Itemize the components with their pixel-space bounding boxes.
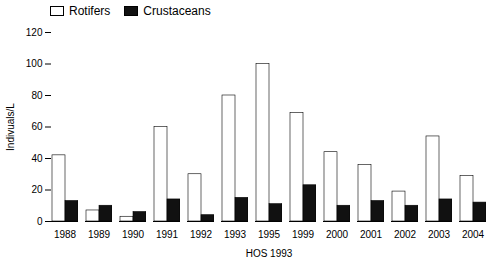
svg-text:2000: 2000 — [326, 229, 349, 240]
svg-text:2003: 2003 — [428, 229, 451, 240]
svg-text:1992: 1992 — [190, 229, 213, 240]
svg-text:1990: 1990 — [122, 229, 145, 240]
svg-text:20: 20 — [31, 184, 43, 195]
svg-text:120: 120 — [26, 27, 43, 38]
svg-text:40: 40 — [31, 153, 43, 164]
svg-text:100: 100 — [26, 58, 43, 69]
svg-text:80: 80 — [31, 90, 43, 101]
html-text:Rotifers: Rotifers — [69, 4, 111, 18]
svg-text:1989: 1989 — [88, 229, 111, 240]
svg-text:1993: 1993 — [224, 229, 247, 240]
svg-text:2001: 2001 — [360, 229, 383, 240]
svg-text:1999: 1999 — [292, 229, 315, 240]
html-text:Crustaceans: Crustaceans — [143, 4, 211, 18]
svg-text:1991: 1991 — [156, 229, 179, 240]
svg-text:60: 60 — [31, 121, 43, 132]
svg-text:1988: 1988 — [54, 229, 77, 240]
svg-text:2002: 2002 — [394, 229, 417, 240]
svg-text:1995: 1995 — [258, 229, 281, 240]
svg-text:HOS 1993: HOS 1993 — [246, 248, 293, 259]
svg-text:2004: 2004 — [462, 229, 485, 240]
svg-text:0: 0 — [37, 216, 43, 227]
svg-text:Indivuals/L: Indivuals/L — [5, 103, 16, 151]
